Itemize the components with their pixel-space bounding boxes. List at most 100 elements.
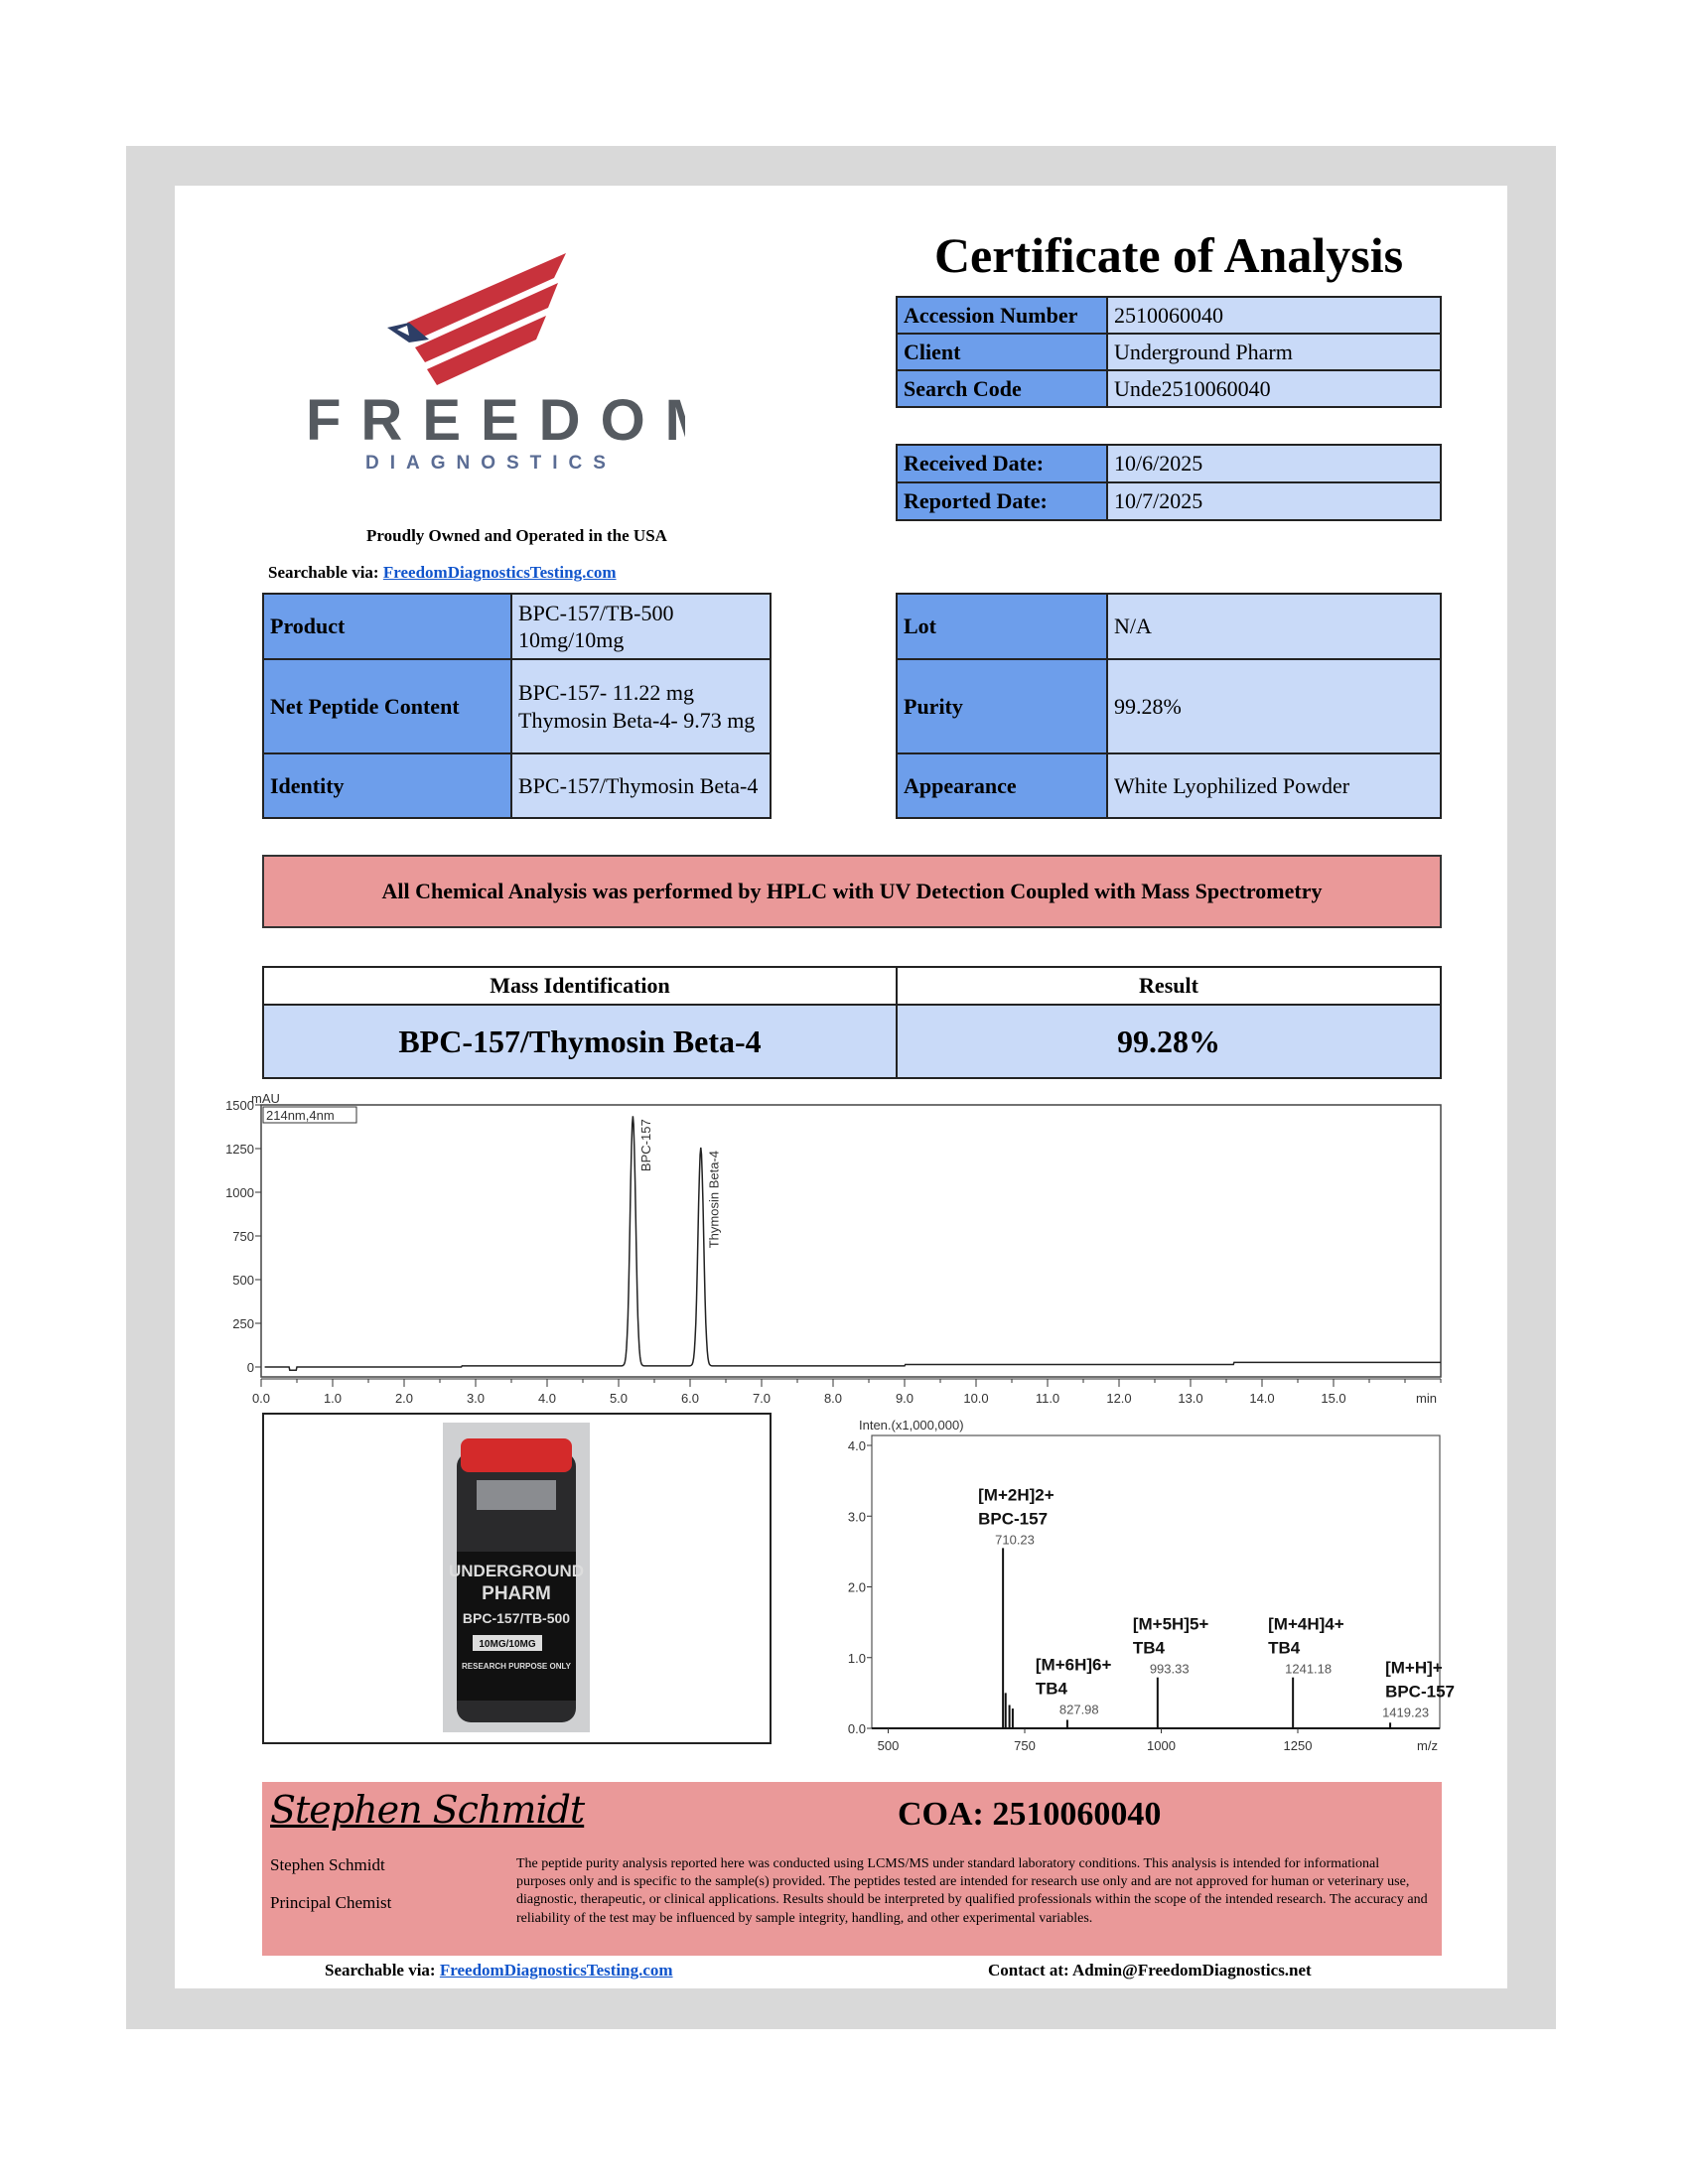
label: Net Peptide Content <box>262 658 512 754</box>
x-axis-label: m/z <box>1417 1738 1438 1753</box>
peak-value: 1419.23 <box>1382 1705 1429 1719</box>
y-tick-label: 0.0 <box>848 1721 866 1736</box>
y-tick-label: 250 <box>232 1316 254 1331</box>
footer-website-link[interactable]: FreedomDiagnosticsTesting.com <box>439 1961 673 1979</box>
value: 2510060040 <box>1106 296 1442 335</box>
value: 10/7/2025 <box>1106 481 1442 521</box>
y-tick-label: 750 <box>232 1229 254 1244</box>
x-tick-label: 13.0 <box>1178 1391 1202 1405</box>
plot-frame <box>260 1104 1442 1378</box>
vial-cap-icon <box>461 1438 572 1472</box>
x-tick-label: 8.0 <box>824 1391 842 1405</box>
x-tick-label: 10.0 <box>963 1391 988 1405</box>
x-tick-label: 9.0 <box>896 1391 914 1405</box>
x-axis-label: min <box>1416 1391 1437 1405</box>
vial-label-text: RESEARCH PURPOSE ONLY <box>462 1662 572 1671</box>
label: Appearance <box>896 752 1108 819</box>
mass-spectrum: Inten.(x1,000,000) 0.0 1.0 2.0 3.0 4.0 500 750 1… <box>848 1418 1455 1753</box>
x-tick-label: 4.0 <box>538 1391 556 1405</box>
website-link[interactable]: FreedomDiagnosticsTesting.com <box>382 563 617 582</box>
chemist-role: Principal Chemist <box>270 1893 392 1912</box>
contact-email: Contact at: Admin@FreedomDiagnostics.net <box>988 1961 1312 1979</box>
table-row: Search Code Unde2510060040 <box>896 369 1442 408</box>
peak-value: 710.23 <box>995 1532 1035 1547</box>
y-tick-label: 1000 <box>225 1185 254 1200</box>
mass-identification-table: Mass Identification Result BPC-157/Thymos… <box>262 966 1442 1079</box>
value: N/A <box>1106 593 1442 660</box>
page-title: Certificate of Analysis <box>933 227 1404 283</box>
method-banner: All Chemical Analysis was performed by H… <box>262 855 1442 928</box>
vial-label-text: PHARM <box>482 1583 551 1604</box>
label: Received Date: <box>896 444 1108 483</box>
value: 10/6/2025 <box>1106 444 1442 483</box>
peak-value: 827.98 <box>1059 1702 1099 1716</box>
peak-ion: [M+4H]4+ <box>1268 1615 1344 1634</box>
label: Reported Date: <box>896 481 1108 521</box>
peak-species: BPC-157 <box>1385 1682 1455 1701</box>
product-table: Product BPC-157/TB-500 10mg/10mg Net Pept… <box>262 593 772 819</box>
x-tick-label: 12.0 <box>1106 1391 1131 1405</box>
y-tick-label: 4.0 <box>848 1438 866 1453</box>
peak-label: Thymosin Beta-4 <box>706 1151 721 1248</box>
table-row: Net Peptide Content BPC-157- 11.22 mg Thy… <box>262 658 772 754</box>
peak-species: TB4 <box>1036 1679 1068 1698</box>
searchable-label: Searchable via: <box>325 1961 436 1979</box>
value: BPC-157- 11.22 mg Thymosin Beta-4- 9.73 … <box>510 658 772 754</box>
brand-name: FREEDOM <box>306 388 685 453</box>
result-value: 99.28% <box>896 1004 1442 1079</box>
dates-table: Received Date: 10/6/2025 Reported Date: 10… <box>896 444 1442 521</box>
lot-table: Lot N/A Purity 99.28% Appearance White Lyop… <box>896 593 1442 819</box>
table-row: Lot N/A <box>896 593 1442 660</box>
value: BPC-157/TB-500 10mg/10mg <box>510 593 772 660</box>
table-row: Reported Date: 10/7/2025 <box>896 481 1442 521</box>
x-tick-label: 1000 <box>1147 1738 1176 1753</box>
table-row: Product BPC-157/TB-500 10mg/10mg <box>262 593 772 660</box>
tagline: Proudly Owned and Operated in the USA <box>366 526 667 545</box>
x-tick-label: 11.0 <box>1036 1391 1059 1405</box>
vial-label-text: BPC-157/TB-500 <box>463 1610 570 1626</box>
peak-species: BPC-157 <box>978 1509 1048 1528</box>
searchable-line: Searchable via: FreedomDiagnosticsTestin… <box>268 563 617 583</box>
signature: Stephen Schmidt <box>270 1788 585 1832</box>
identity-value: BPC-157/Thymosin Beta-4 <box>262 1004 898 1079</box>
peak-label: BPC-157 <box>638 1119 653 1171</box>
y-tick-label: 1250 <box>225 1142 254 1157</box>
peak-ion: [M+5H]5+ <box>1133 1615 1209 1634</box>
product-photo-frame: UNDERGROUND PHARM BPC-157/TB-500 10MG/10… <box>262 1413 772 1744</box>
peak-value: 1241.18 <box>1285 1662 1332 1677</box>
table-row: Accession Number 2510060040 <box>896 296 1442 335</box>
x-tick-label: 1.0 <box>324 1391 342 1405</box>
chemist-name: Stephen Schmidt <box>270 1855 385 1874</box>
brand-subtitle: DIAGNOSTICS <box>365 453 617 474</box>
plot-frame <box>871 1434 1441 1729</box>
value: Underground Pharm <box>1106 333 1442 371</box>
logo: FREEDOM DIAGNOSTICS <box>298 248 713 477</box>
value: White Lyophilized Powder <box>1106 752 1442 819</box>
vial-photo: UNDERGROUND PHARM BPC-157/TB-500 10MG/10… <box>443 1423 590 1732</box>
table-row: Appearance White Lyophilized Powder <box>896 752 1442 819</box>
coa-number: COA: 2510060040 <box>898 1796 1162 1833</box>
peak-ion: [M+6H]6+ <box>1036 1655 1112 1674</box>
vial-label-text: 10MG/10MG <box>479 1639 535 1650</box>
y-axis-label: Inten.(x1,000,000) <box>859 1418 964 1433</box>
y-tick-label: 2.0 <box>848 1580 866 1595</box>
peak-ion: [M+2H]2+ <box>978 1485 1055 1504</box>
eagle-flag-logo-icon: FREEDOM DIAGNOSTICS <box>306 253 713 474</box>
value: Unde2510060040 <box>1106 369 1442 408</box>
header-mass-identification: Mass Identification <box>262 966 898 1006</box>
x-tick-label: 14.0 <box>1249 1391 1274 1405</box>
y-tick-label: 1.0 <box>848 1651 866 1666</box>
x-tick-label: 750 <box>1014 1738 1036 1753</box>
table-header: Mass Identification Result <box>262 966 1442 1006</box>
peak-value: 993.33 <box>1150 1662 1190 1677</box>
y-tick-label: 3.0 <box>848 1509 866 1524</box>
value: BPC-157/Thymosin Beta-4 <box>510 752 772 819</box>
disclaimer: The peptide purity analysis reported her… <box>516 1856 1428 1926</box>
table-row: Client Underground Pharm <box>896 333 1442 371</box>
peak-ion: [M+H]+ <box>1385 1658 1443 1677</box>
vial-label-text: UNDERGROUND <box>449 1562 584 1580</box>
x-tick-label: 7.0 <box>753 1391 771 1405</box>
value: 99.28% <box>1106 658 1442 754</box>
y-tick-label: 1500 <box>225 1098 254 1113</box>
y-tick-label: 0 <box>247 1360 254 1375</box>
